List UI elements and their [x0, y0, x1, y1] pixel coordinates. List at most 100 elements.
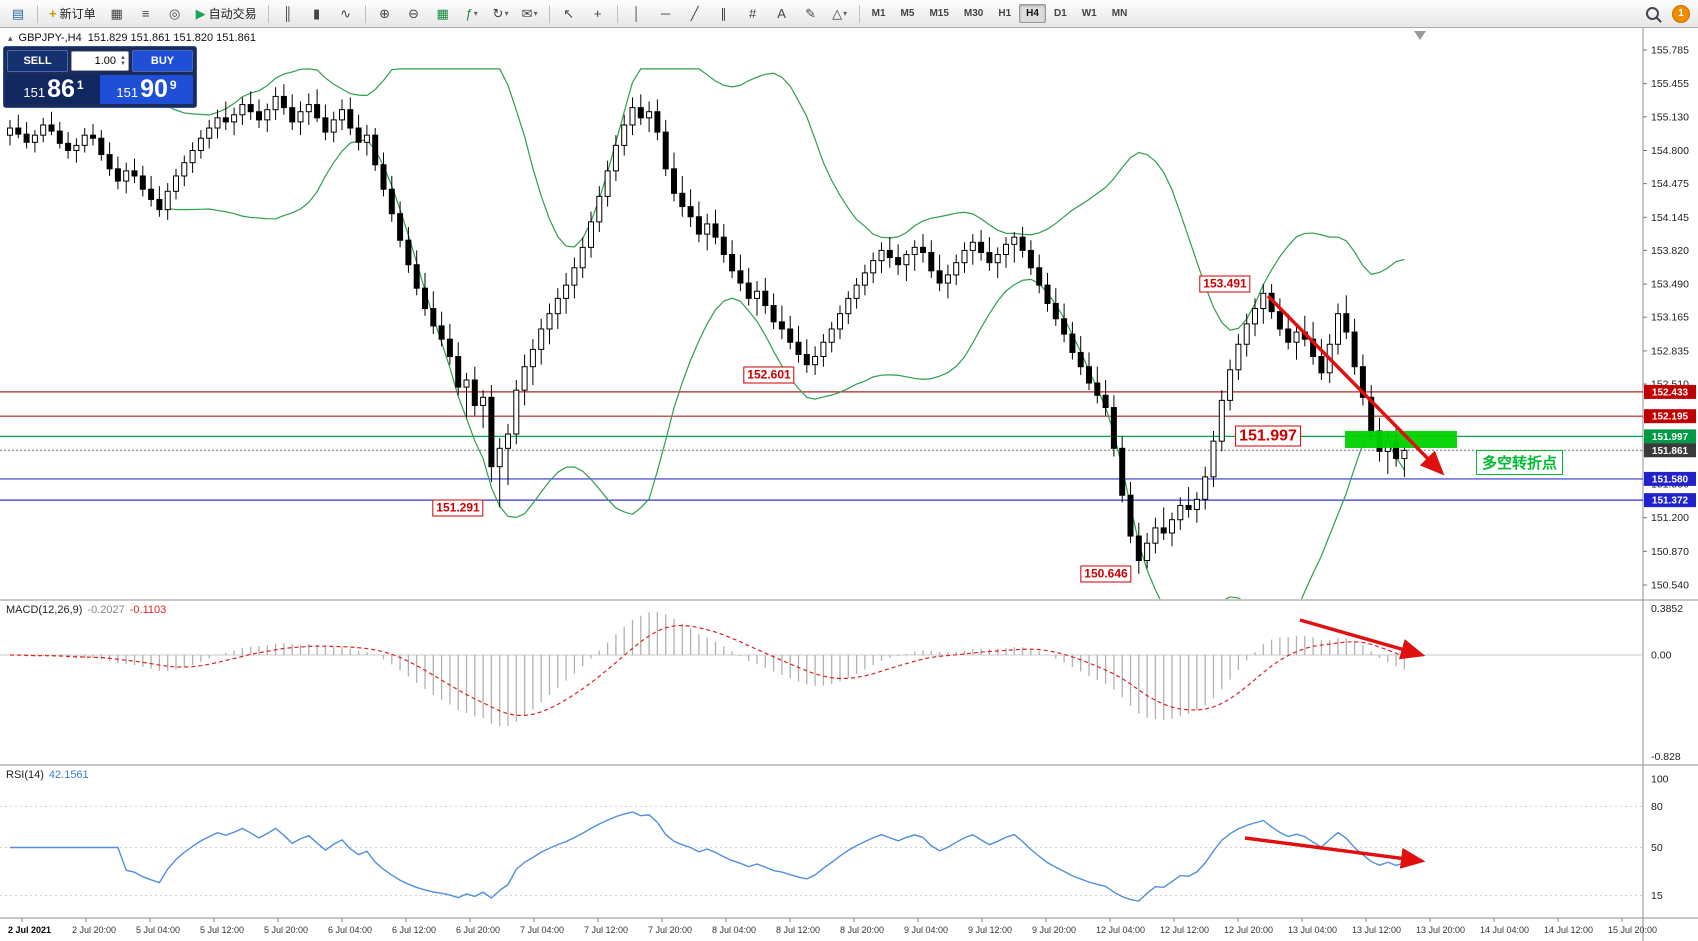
vertical-line-button[interactable]: │ — [623, 2, 651, 26]
svg-text:7 Jul 04:00: 7 Jul 04:00 — [520, 925, 564, 935]
timeframe-m15[interactable]: M15 — [929, 8, 949, 19]
toolbar: ▤ + 新订单 ▦ ≡ ◎ ▶ 自动交易 ║ ▮ ∿ ⊕ ⊖ ▦ ƒ ▾ ↻ ▾ ✉… — [0, 0, 1698, 28]
svg-text:50: 50 — [1651, 842, 1663, 854]
svg-text:152.433: 152.433 — [1652, 387, 1689, 398]
notification-badge[interactable]: 1 — [1672, 4, 1690, 23]
svg-text:153.820: 153.820 — [1651, 245, 1689, 257]
profiles-button[interactable]: ▦ — [103, 2, 131, 26]
price-tag — [1644, 384, 1696, 399]
price-label[interactable]: 152.601 — [743, 366, 795, 384]
trendline-icon: ╱ — [690, 6, 699, 21]
svg-text:150.870: 150.870 — [1651, 546, 1689, 558]
price-label[interactable]: 151.291 — [432, 499, 484, 517]
sell-price[interactable]: 151 86 1 — [7, 75, 100, 104]
price-tag — [1644, 443, 1696, 458]
horizontal-line-button[interactable]: ─ — [652, 2, 680, 26]
svg-text:80: 80 — [1651, 801, 1663, 813]
vertical-line-icon: │ — [632, 6, 641, 21]
price-label[interactable]: 151.997 — [1235, 425, 1301, 447]
bar-chart-button[interactable]: ║ — [274, 2, 302, 26]
chart-symbol: GBPJPY-,H4 — [18, 32, 82, 44]
svg-text:8 Jul 20:00: 8 Jul 20:00 — [840, 925, 884, 935]
period-icon: ↻ — [492, 6, 504, 21]
indicators-icon: ƒ — [465, 6, 473, 21]
cursor-button[interactable]: ↖ — [555, 2, 583, 26]
timeframe-m5[interactable]: M5 — [900, 8, 915, 19]
volume-input[interactable] — [72, 55, 119, 67]
trend-arrow[interactable] — [1299, 618, 1426, 660]
svg-text:6 Jul 20:00: 6 Jul 20:00 — [456, 925, 500, 935]
buy-button[interactable]: BUY — [131, 50, 194, 72]
timeframe-mn[interactable]: MN — [1111, 8, 1128, 19]
one-click-trading-panel: SELL ▲ ▼ BUY 151 86 1 151 90 9 — [3, 46, 197, 108]
candle-chart-button[interactable]: ▮ — [303, 2, 331, 26]
navigator-icon: ◎ — [168, 6, 181, 21]
highlight-box[interactable] — [1345, 431, 1457, 448]
svg-text:9 Jul 04:00: 9 Jul 04:00 — [904, 925, 948, 935]
price-tag — [1644, 429, 1696, 444]
rsi-title: RSI(14) — [6, 769, 44, 781]
timeframe-d1[interactable]: D1 — [1053, 8, 1067, 19]
timeframe-h1[interactable]: H1 — [998, 8, 1012, 19]
chart-ohlc: 151.829 151.861 151.820 151.861 — [87, 32, 256, 44]
volume-down-icon[interactable]: ▼ — [120, 61, 126, 67]
svg-text:8 Jul 04:00: 8 Jul 04:00 — [712, 925, 756, 935]
svg-text:151.200: 151.200 — [1651, 512, 1689, 524]
timeframe-m30[interactable]: M30 — [963, 8, 984, 19]
crosshair-button[interactable]: + — [584, 2, 612, 26]
volume-up-icon[interactable]: ▲ — [120, 55, 126, 61]
macd-value: -0.2027 — [87, 604, 125, 616]
svg-text:6 Jul 12:00: 6 Jul 12:00 — [392, 925, 436, 935]
price-label[interactable]: 153.491 — [1199, 275, 1251, 293]
svg-text:151.580: 151.580 — [1652, 474, 1689, 485]
sell-button[interactable]: SELL — [7, 50, 69, 72]
trendline-button[interactable]: ╱ — [681, 2, 709, 26]
text-tool-button[interactable]: A — [768, 2, 796, 26]
zoom-out-button[interactable]: ⊖ — [400, 2, 428, 26]
rsi-value: 42.1561 — [48, 769, 89, 781]
macd-signal-value: -0.1103 — [129, 604, 167, 616]
auto-trading-button[interactable]: ▶ 自动交易 — [190, 3, 263, 25]
svg-text:0.3852: 0.3852 — [1651, 603, 1683, 615]
new-order-button[interactable]: + 新订单 — [43, 3, 102, 25]
svg-text:152.835: 152.835 — [1651, 345, 1689, 357]
dropdown-icon: ▾ — [473, 9, 478, 18]
fibonacci-button[interactable]: # — [739, 2, 767, 26]
auto-trading-label: 自动交易 — [208, 7, 257, 21]
cursor-icon: ↖ — [563, 6, 575, 21]
price-label[interactable]: 150.646 — [1080, 565, 1132, 583]
chart-note[interactable]: 多空转折点 — [1476, 450, 1564, 475]
svg-text:0.00: 0.00 — [1651, 650, 1672, 662]
search-button[interactable] — [1638, 2, 1666, 26]
app-icon: ▤ — [11, 6, 25, 21]
label-tool-button[interactable]: ✎ — [797, 2, 825, 26]
svg-text:8 Jul 12:00: 8 Jul 12:00 — [776, 925, 820, 935]
line-chart-button[interactable]: ∿ — [332, 2, 360, 26]
period-button[interactable]: ↻ ▾ — [492, 6, 509, 21]
trend-arrow[interactable] — [1244, 836, 1426, 869]
timeframe-m1[interactable]: M1 — [871, 8, 886, 19]
timeframe-w1[interactable]: W1 — [1081, 8, 1097, 19]
trend-arrow[interactable] — [1266, 294, 1445, 476]
tile-windows-button[interactable]: ▦ — [429, 2, 457, 26]
indicators-button[interactable]: ƒ ▾ — [458, 2, 486, 26]
buy-price[interactable]: 151 90 9 — [100, 75, 193, 104]
zoom-in-button[interactable]: ⊕ — [371, 2, 399, 26]
templates-button[interactable]: ✉ ▾ — [521, 6, 538, 21]
svg-text:6 Jul 04:00: 6 Jul 04:00 — [328, 925, 372, 935]
shapes-button[interactable]: △ ▾ — [832, 6, 848, 21]
rsi-line — [10, 811, 1405, 902]
shift-marker-icon — [1414, 31, 1426, 40]
zoom-in-icon: ⊕ — [379, 6, 391, 21]
svg-text:151.372: 151.372 — [1652, 496, 1689, 507]
svg-text:9 Jul 12:00: 9 Jul 12:00 — [968, 925, 1012, 935]
svg-text:15: 15 — [1651, 890, 1663, 902]
candles-series — [7, 84, 1408, 574]
svg-text:5 Jul 12:00: 5 Jul 12:00 — [200, 925, 244, 935]
channel-button[interactable]: ∥ — [710, 2, 738, 26]
navigator-button[interactable]: ◎ — [161, 2, 189, 26]
market-watch-button[interactable]: ≡ — [132, 2, 160, 26]
timeframe-h4[interactable]: H4 — [1019, 4, 1046, 23]
